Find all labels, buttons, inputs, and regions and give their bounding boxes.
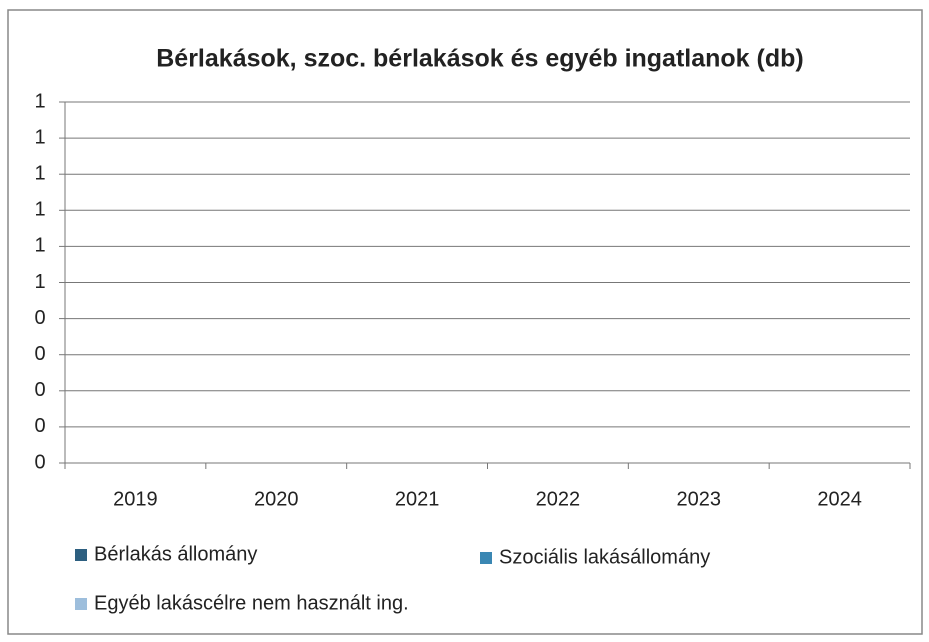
- chart-border: [7, 9, 923, 635]
- y-tick-label: 1: [34, 162, 45, 184]
- legend-swatch: [75, 549, 87, 561]
- y-tick-label: 1: [34, 235, 45, 257]
- legend-label: Egyéb lakáscélre nem használt ing.: [94, 592, 409, 614]
- y-tick-label: 1: [34, 90, 45, 112]
- legend-swatch: [75, 598, 87, 610]
- y-tick-label: 0: [34, 451, 45, 473]
- x-tick-label: 2024: [817, 488, 862, 510]
- x-tick-label: 2019: [113, 488, 158, 510]
- legend-label: Bérlakás állomány: [94, 543, 257, 565]
- y-tick-label: 1: [34, 126, 45, 148]
- x-tick-label: 2022: [536, 488, 581, 510]
- x-tick-label: 2020: [254, 488, 299, 510]
- y-tick-label: 0: [34, 307, 45, 329]
- y-tick-label: 0: [34, 379, 45, 401]
- legend-swatch: [480, 552, 492, 564]
- legend-label: Szociális lakásállomány: [499, 546, 710, 568]
- y-tick-label: 0: [34, 415, 45, 437]
- y-tick-label: 1: [34, 271, 45, 293]
- chart-title: Bérlakások, szoc. bérlakások és egyéb in…: [156, 45, 803, 73]
- y-tick-label: 0: [34, 343, 45, 365]
- x-tick-label: 2023: [677, 488, 722, 510]
- x-tick-label: 2021: [395, 488, 440, 510]
- y-tick-label: 1: [34, 199, 45, 221]
